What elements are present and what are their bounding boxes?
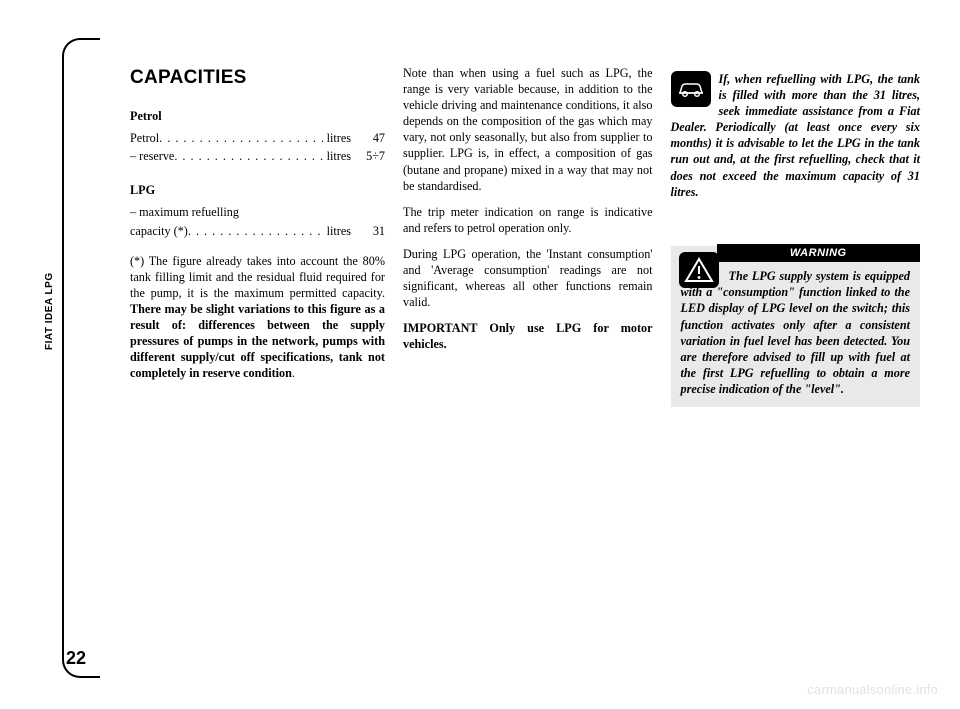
spec-value: 31 (357, 223, 385, 239)
spec-unit: litres (323, 130, 357, 146)
spec-dots (188, 223, 323, 239)
page: FIAT IDEA LPG 22 CAPACITIES Petrol Petro… (0, 0, 960, 709)
spec-unit: litres (323, 148, 357, 164)
para-important: IMPORTANT Only use LPG for motor vehicle… (403, 320, 653, 352)
subhead-lpg: LPG (130, 182, 385, 198)
spine-label: FIAT IDEA LPG (44, 272, 55, 350)
footnote: (*) The figure already takes into accoun… (130, 253, 385, 382)
warning-box: WARNING The LPG supply system is equippe… (671, 246, 921, 407)
para-range: Note than when using a fuel such as LPG,… (403, 65, 653, 194)
spec-lpg-line1: – maximum refuelling (130, 204, 385, 220)
footnote-a: (*) The figure already takes into accoun… (130, 254, 385, 300)
spec-dots (174, 148, 322, 164)
spec-label: Petrol (130, 130, 159, 146)
column-2: Note than when using a fuel such as LPG,… (403, 65, 653, 407)
car-icon (671, 71, 711, 107)
para-tripmeter: The trip meter indication on range is in… (403, 204, 653, 236)
warning-icon (679, 252, 719, 288)
subhead-petrol: Petrol (130, 108, 385, 124)
spec-dots (159, 130, 323, 146)
spec-unit: litres (323, 223, 357, 239)
column-3: If, when refuelling with LPG, the tank i… (671, 65, 921, 407)
heading-capacities: CAPACITIES (130, 65, 385, 90)
info-box: If, when refuelling with LPG, the tank i… (671, 71, 921, 200)
page-border (62, 38, 100, 678)
column-1: CAPACITIES Petrol Petrol litres 47 – res… (130, 65, 385, 407)
spacer (671, 220, 921, 240)
footnote-b: There may be slight variations to this f… (130, 302, 385, 380)
spec-lpg: capacity (*) litres 31 (130, 223, 385, 239)
spec-value: 5÷7 (357, 148, 385, 164)
spec-value: 47 (357, 130, 385, 146)
spacer (671, 200, 921, 220)
watermark: carmanualsonline.info (807, 682, 938, 697)
spec-label: – reserve (130, 148, 174, 164)
para-consumption: During LPG operation, the 'Instant consu… (403, 246, 653, 310)
footnote-c: . (292, 366, 295, 380)
spec-reserve: – reserve litres 5÷7 (130, 148, 385, 164)
warning-banner: WARNING (717, 244, 921, 263)
content-columns: CAPACITIES Petrol Petrol litres 47 – res… (130, 65, 920, 407)
important-label: IMPORTANT (403, 321, 489, 335)
spec-petrol: Petrol litres 47 (130, 130, 385, 146)
page-number: 22 (66, 648, 86, 669)
spec-label: capacity (*) (130, 223, 188, 239)
